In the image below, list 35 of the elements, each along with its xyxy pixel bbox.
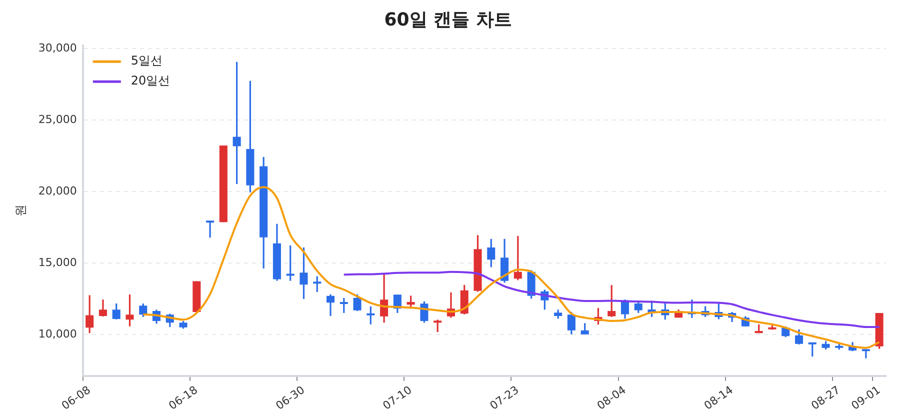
candlestick bbox=[86, 294, 94, 334]
y-tick-label: 25,000 bbox=[38, 112, 77, 126]
candlestick bbox=[580, 322, 589, 336]
candlestick bbox=[487, 238, 496, 268]
legend-label: 5일선 bbox=[130, 54, 163, 68]
candlestick bbox=[326, 294, 335, 317]
candlestick bbox=[112, 302, 120, 320]
candlestick bbox=[206, 220, 214, 238]
candlestick bbox=[126, 294, 134, 328]
candlestick bbox=[794, 328, 804, 346]
candlestick bbox=[500, 238, 509, 284]
candlestick bbox=[313, 275, 322, 293]
chart-title: 60일 캔들 차트 bbox=[384, 9, 512, 30]
candlestick bbox=[808, 342, 816, 358]
candlestick bbox=[232, 61, 241, 185]
candlestick bbox=[340, 297, 348, 314]
candlestick bbox=[98, 298, 107, 318]
candlestick bbox=[434, 318, 442, 333]
y-tick-label: 20,000 bbox=[38, 184, 77, 198]
candlestick bbox=[139, 302, 148, 318]
candlestick bbox=[554, 308, 562, 320]
candlestick bbox=[634, 302, 642, 314]
candlestick bbox=[608, 284, 616, 318]
candlestick bbox=[567, 311, 576, 336]
y-axis-title: 원 bbox=[13, 204, 28, 217]
candlestick bbox=[514, 235, 522, 282]
candlestick bbox=[300, 246, 308, 300]
candlestick bbox=[286, 244, 294, 282]
legend-label: 20일선 bbox=[130, 74, 170, 88]
candlestick bbox=[406, 294, 415, 310]
y-tick-label: 10,000 bbox=[38, 327, 77, 340]
candlestick bbox=[353, 294, 362, 312]
candlestick bbox=[366, 306, 375, 326]
y-tick-label: 15,000 bbox=[38, 256, 77, 269]
y-tick-label: 30,000 bbox=[38, 41, 77, 54]
